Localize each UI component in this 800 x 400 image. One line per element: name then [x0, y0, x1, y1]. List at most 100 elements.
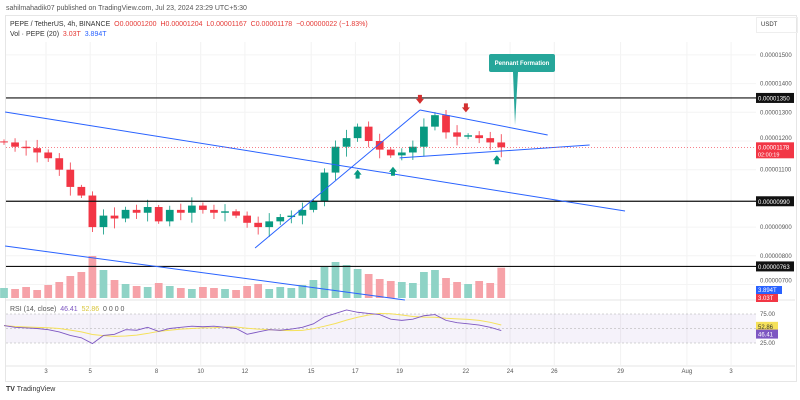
- candle: [199, 205, 207, 210]
- level-label: 0.00000990: [758, 200, 790, 206]
- volume-bar: [199, 287, 207, 298]
- rsi-tick-label: 75.00: [760, 312, 776, 318]
- volume-bar: [287, 288, 296, 298]
- publish-info: sahilmahadik07 published on TradingView.…: [6, 5, 247, 12]
- volume-bar: [221, 289, 229, 298]
- candle: [475, 135, 484, 139]
- candle: [320, 172, 329, 202]
- volume-bar: [143, 287, 152, 298]
- candle: [132, 209, 141, 213]
- y-tick-label: 0.00000800: [760, 254, 792, 260]
- candle: [88, 195, 97, 228]
- volume-bar: [121, 284, 130, 298]
- symbol-legend: PEPE / TetherUS, 4h, BINANCE O0.00001200…: [10, 21, 368, 28]
- candle: [232, 211, 240, 216]
- volume-bar: [420, 272, 428, 298]
- volume-bar: [99, 270, 108, 298]
- arrow-down-icon: [415, 94, 424, 104]
- candle: [33, 148, 42, 153]
- symbol[interactable]: PEPE / TetherUS, 4h, BINANCE: [10, 21, 111, 28]
- tradingview-logo[interactable]: TV TradingView: [6, 386, 55, 393]
- callout-box: [489, 54, 555, 72]
- last-price-bg: [756, 142, 794, 159]
- volume-legend: Vol · PEPE (20) 3.03T 3.894T: [10, 31, 107, 38]
- volume-tag-label: 3.03T: [758, 296, 774, 302]
- last-price-label: 0.00001178: [758, 145, 790, 151]
- volume-bar: [254, 284, 263, 298]
- level-label: 0.00000763: [758, 265, 790, 271]
- volume-bar: [331, 262, 340, 298]
- candle: [386, 149, 395, 156]
- candle: [0, 141, 8, 143]
- volume-bar: [486, 283, 495, 298]
- candle: [342, 138, 351, 147]
- trendline: [399, 144, 590, 159]
- volume-bar: [154, 283, 163, 298]
- y-tick-label: 0.00001500: [760, 53, 792, 59]
- volume-bar: [464, 284, 472, 298]
- candle: [276, 217, 285, 222]
- candle: [55, 158, 64, 170]
- volume-label[interactable]: Vol · PEPE (20): [10, 31, 60, 38]
- rsi-ma-value: 52.86: [81, 306, 100, 313]
- volume-bar: [110, 280, 119, 298]
- volume-bar: [22, 287, 30, 298]
- volume-bar: [77, 272, 86, 298]
- rsi-tick-label: 25.00: [760, 341, 776, 347]
- trendline: [419, 109, 548, 136]
- candle: [331, 146, 340, 173]
- candle: [77, 186, 86, 196]
- volume-bar: [176, 288, 185, 298]
- ohlc-open: O0.00001200: [114, 21, 157, 28]
- candle: [453, 132, 461, 137]
- volume-bar: [243, 286, 251, 298]
- candle: [99, 215, 108, 228]
- ohlc-low: L0.00001167: [206, 21, 247, 28]
- candle: [464, 135, 472, 137]
- currency-selector[interactable]: USDT: [756, 17, 798, 33]
- candle: [154, 207, 163, 222]
- candle: [243, 215, 251, 223]
- chart-frame: [5, 15, 797, 382]
- volume-bar: [66, 276, 75, 298]
- volume-bar: [386, 281, 395, 298]
- candle: [176, 209, 185, 213]
- brand-label: TradingView: [16, 386, 56, 393]
- countdown-label: 02:00:19: [758, 152, 779, 158]
- x-tick-label: 8: [155, 369, 159, 375]
- rsi-legend: RSI (14, close) 46.41 52.86 0 0 0 0: [10, 306, 124, 313]
- y-tick-label: 0.00001400: [760, 82, 792, 88]
- volume-bar: [342, 265, 351, 298]
- candle: [143, 207, 152, 213]
- volume-bar: [309, 280, 318, 298]
- trendline: [5, 111, 626, 212]
- volume-bar: [0, 288, 8, 298]
- rsi-value: 46.41: [60, 306, 78, 313]
- arrow-up-icon: [388, 166, 397, 176]
- x-tick-label: 17: [352, 369, 359, 375]
- ohlc-change: −0.00000022 (−1.83%): [296, 21, 368, 28]
- volume-bar: [375, 279, 384, 298]
- candle: [66, 169, 75, 187]
- trendline: [5, 245, 405, 301]
- volume-ma-tag-label: 3.894T: [758, 288, 777, 294]
- candle: [497, 142, 506, 148]
- rsi-label[interactable]: RSI (14, close): [10, 306, 57, 313]
- volume-ma-tag: [756, 286, 782, 294]
- volume-bar: [364, 274, 373, 298]
- candle: [486, 138, 495, 143]
- volume-bar: [33, 290, 42, 298]
- volume-bar: [298, 285, 307, 298]
- volume-bar: [497, 267, 506, 298]
- volume-bar: [210, 288, 218, 298]
- rsi-tag: [756, 329, 778, 339]
- y-tick-label: 0.00000900: [760, 225, 792, 231]
- candle: [221, 211, 229, 213]
- x-tick-label: 24: [507, 369, 514, 375]
- arrow-up-icon: [353, 169, 362, 179]
- candle: [431, 115, 439, 127]
- candle: [11, 142, 19, 147]
- candle: [254, 222, 263, 228]
- volume-bar: [187, 289, 196, 298]
